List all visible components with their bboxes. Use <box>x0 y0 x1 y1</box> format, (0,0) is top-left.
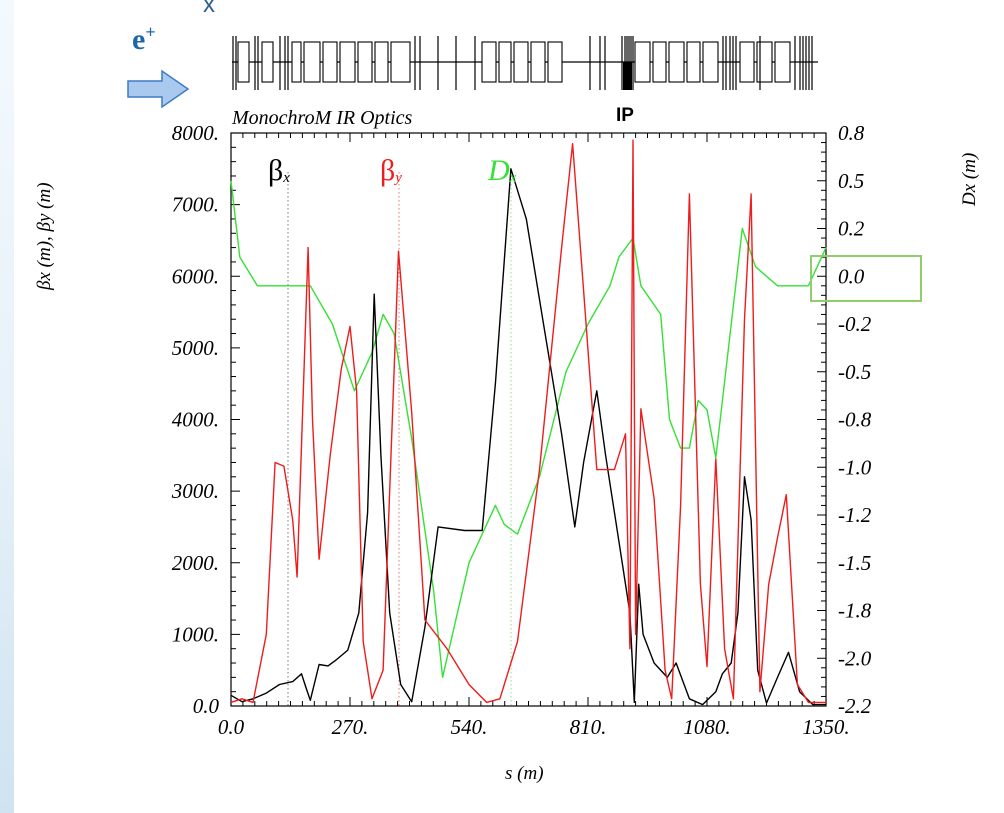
beam-label-text: e <box>132 23 146 56</box>
right-tick-label: -1.8 <box>838 599 872 623</box>
lattice-magnet <box>498 41 512 83</box>
right-tick-label: -2.0 <box>838 646 872 670</box>
right-tick-label: -2.2 <box>838 694 872 718</box>
left-tick-label: 0.0 <box>193 694 220 718</box>
lattice-magnet <box>481 41 497 83</box>
lattice-magnet <box>513 41 529 83</box>
right-tick-label: -1.5 <box>838 551 871 575</box>
left-axis-title: βx (m), βy (m) <box>34 182 55 291</box>
left-tick-label: 1000. <box>172 622 219 646</box>
series-line-beta-x <box>230 168 826 706</box>
lattice-magnet <box>261 41 274 83</box>
lattice-magnet <box>547 41 563 83</box>
right-tick-label: -1.2 <box>838 503 872 527</box>
x-axis-title: s (m) <box>505 763 544 784</box>
legend-label-beta-x: βx <box>268 154 290 187</box>
lattice-magnet <box>652 41 667 83</box>
decorative-side-strip <box>0 0 14 813</box>
ip-label: IP <box>616 105 634 126</box>
right-axis-title: Dx (m) <box>959 153 980 207</box>
x-tick-label: 1080. <box>683 715 730 739</box>
lattice-magnet <box>357 41 373 83</box>
x-tick-label: 1350. <box>802 715 849 739</box>
right-tick-label: 0.2 <box>838 217 865 241</box>
lattice-magnet <box>702 41 719 83</box>
lattice-magnet <box>237 41 250 83</box>
lattice-magnet <box>291 41 302 83</box>
lattice-magnet <box>390 41 411 83</box>
dotted-guides <box>287 172 512 706</box>
lattice-title: MonochroM IR Optics <box>231 107 413 129</box>
lattice-magnet <box>339 41 356 83</box>
left-tick-label: 6000. <box>172 264 219 288</box>
lattice-magnet <box>634 41 651 83</box>
series-lines <box>230 139 827 706</box>
x-tick-label: 810. <box>570 715 607 739</box>
right-tick-label: -1.0 <box>838 455 872 479</box>
lattice-magnet <box>303 41 321 83</box>
lattice-magnet <box>774 41 791 83</box>
lattice-magnet <box>530 41 546 83</box>
right-tick-label: 0.8 <box>838 121 865 145</box>
left-tick-label: 5000. <box>172 336 219 360</box>
axis-ticks <box>230 132 827 707</box>
lattice-magnet <box>756 41 773 83</box>
lattice-magnet <box>374 41 389 83</box>
x-tick-label: 540. <box>451 715 488 739</box>
beam-label: e+ <box>132 22 156 57</box>
legend-label-beta-y: βy <box>380 154 402 187</box>
right-tick-label: 0.0 <box>838 264 865 288</box>
lattice-magnet <box>668 41 685 83</box>
left-tick-label: 8000. <box>172 121 219 145</box>
series-line-beta-y <box>230 139 826 704</box>
legend-label-dx: Dx <box>487 154 517 187</box>
beam-direction-arrow <box>127 69 190 109</box>
lattice-magnet <box>686 41 701 83</box>
right-tick-label: 0.5 <box>838 169 864 193</box>
series-line-dx <box>230 180 827 678</box>
clipped-title-fragment: x <box>203 0 215 18</box>
right-tick-label: -0.2 <box>838 312 872 336</box>
lattice-magnet <box>739 41 755 83</box>
left-tick-label: 3000. <box>171 479 219 503</box>
zero-dispersion-highlight <box>810 255 922 302</box>
x-tick-label: 0.0 <box>218 715 245 739</box>
lattice-ip-block <box>623 62 632 90</box>
left-tick-label: 7000. <box>172 193 219 217</box>
right-tick-label: -0.5 <box>838 360 871 384</box>
tick-labels: 0.0 1000. 2000. 3000. 4000. 5000. 6000. 7000. 80… <box>171 121 872 739</box>
legend: βx βy Dx <box>268 154 517 187</box>
magnet-lattice <box>232 36 818 90</box>
left-tick-label: 4000. <box>172 408 219 432</box>
lattice-magnet <box>322 41 338 83</box>
beam-label-sup: + <box>145 22 156 42</box>
x-tick-label: 270. <box>332 715 369 739</box>
left-tick-label: 2000. <box>172 551 219 575</box>
right-tick-label: -0.8 <box>838 408 872 432</box>
